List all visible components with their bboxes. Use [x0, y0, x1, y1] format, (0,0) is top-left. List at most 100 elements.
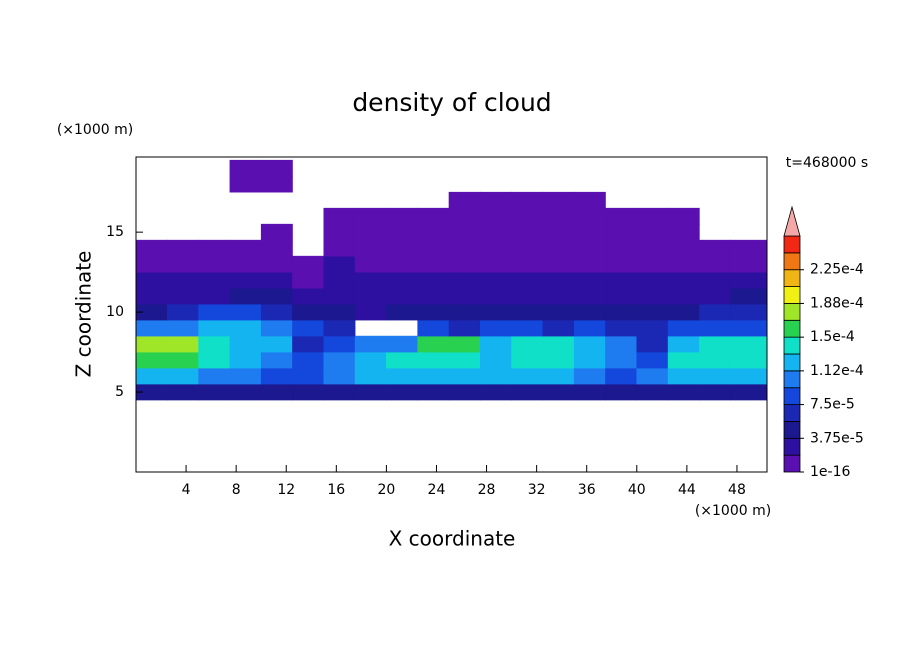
contour-cell [229, 383, 262, 401]
contour-cell [605, 367, 638, 385]
y-tick-label: 5 [115, 384, 124, 400]
x-tick-label: 4 [182, 482, 191, 498]
contour-cell [699, 239, 731, 257]
contour-cell [542, 207, 575, 225]
contour-cell [511, 287, 544, 305]
contour-cell [730, 351, 768, 369]
x-tick-label: 44 [678, 482, 696, 498]
contour-cell [573, 335, 606, 353]
contour-cell [573, 319, 606, 337]
contour-cell [386, 335, 418, 353]
colorbar-tick-label: 1.5e-4 [810, 329, 855, 345]
contour-cell [448, 335, 481, 353]
colorbar-band [783, 235, 801, 254]
contour-cell [260, 223, 293, 241]
contour-cell [479, 367, 512, 385]
colorbar-band [783, 421, 801, 439]
contour-cell [323, 223, 356, 241]
plot-frame [135, 156, 768, 473]
contour-cell [667, 367, 700, 385]
contour-cell [417, 319, 450, 337]
contour-cell [166, 287, 199, 305]
contour-cell [417, 367, 450, 385]
contour-cell [542, 239, 575, 257]
contour-cell [605, 383, 638, 401]
contour-cell [386, 303, 418, 321]
contour-cell [667, 335, 700, 353]
contour-cell [386, 287, 418, 305]
contour-cell [605, 319, 638, 337]
contour-cell [511, 335, 544, 353]
contour-cell [198, 287, 231, 305]
contour-cell [730, 367, 768, 385]
contour-cell [135, 239, 168, 257]
contour-cell [354, 223, 387, 241]
contour-cell [448, 319, 481, 337]
contour-cell [479, 271, 512, 289]
colorbar-band [783, 404, 801, 422]
contour-cell [323, 207, 356, 225]
contour-cell [386, 239, 418, 257]
contour-cell [354, 335, 387, 353]
contour-cell [260, 351, 293, 369]
contour-cell [605, 255, 638, 273]
contour-cell [699, 303, 731, 321]
y-unit: (×1000 m) [57, 122, 133, 138]
contour-cell [636, 335, 669, 353]
contour-cell [636, 287, 669, 305]
contour-cell [573, 287, 606, 305]
contour-cell [542, 223, 575, 241]
colorbar-band [783, 319, 801, 338]
contour-cell [323, 351, 356, 369]
contour-cell [198, 319, 231, 337]
contour-cell [730, 271, 768, 289]
x-tick-label: 28 [478, 482, 496, 498]
contour-cell [166, 351, 199, 369]
contour-cell [260, 159, 293, 177]
contour-cell [542, 271, 575, 289]
colorbar-band [783, 336, 801, 355]
contour-cell [542, 287, 575, 305]
colorbar-band [783, 454, 801, 473]
contour-cell [417, 239, 450, 257]
contour-cell [667, 223, 700, 241]
contour-cell [323, 319, 356, 337]
contour-cell [448, 191, 481, 209]
colorbar-tick-label: 2.25e-4 [810, 262, 864, 278]
contour-cell [730, 383, 768, 401]
contour-cell [448, 367, 481, 385]
x-tick-label: 20 [377, 482, 395, 498]
contour-cell [573, 207, 606, 225]
chart-title: density of cloud [352, 88, 551, 117]
contour-cell [417, 223, 450, 241]
contour-cell [511, 223, 544, 241]
contour-cell [229, 255, 262, 273]
contour-cell [605, 335, 638, 353]
x-axis-label: X coordinate [389, 527, 516, 551]
contour-cell [354, 287, 387, 305]
contour-cell [511, 383, 544, 401]
contour-cell [292, 351, 325, 369]
contour-cell [511, 239, 544, 257]
contour-cell [166, 335, 199, 353]
contour-cell [323, 335, 356, 353]
contour-cell [198, 383, 231, 401]
contour-cell [636, 207, 669, 225]
contour-cell [323, 271, 356, 289]
contour-cell [229, 239, 262, 257]
contour-cell [730, 335, 768, 353]
contour-cell [479, 239, 512, 257]
contour-cell [542, 255, 575, 273]
contour-cell [323, 239, 356, 257]
contour-cell [699, 255, 731, 273]
contour-cell [260, 271, 293, 289]
contour-cell [292, 367, 325, 385]
contour-cell [260, 383, 293, 401]
contour-cell [417, 207, 450, 225]
contour-cell [636, 255, 669, 273]
contour-cell [135, 367, 168, 385]
contour-cell [699, 351, 731, 369]
contour-cell [636, 383, 669, 401]
contour-cell [386, 223, 418, 241]
